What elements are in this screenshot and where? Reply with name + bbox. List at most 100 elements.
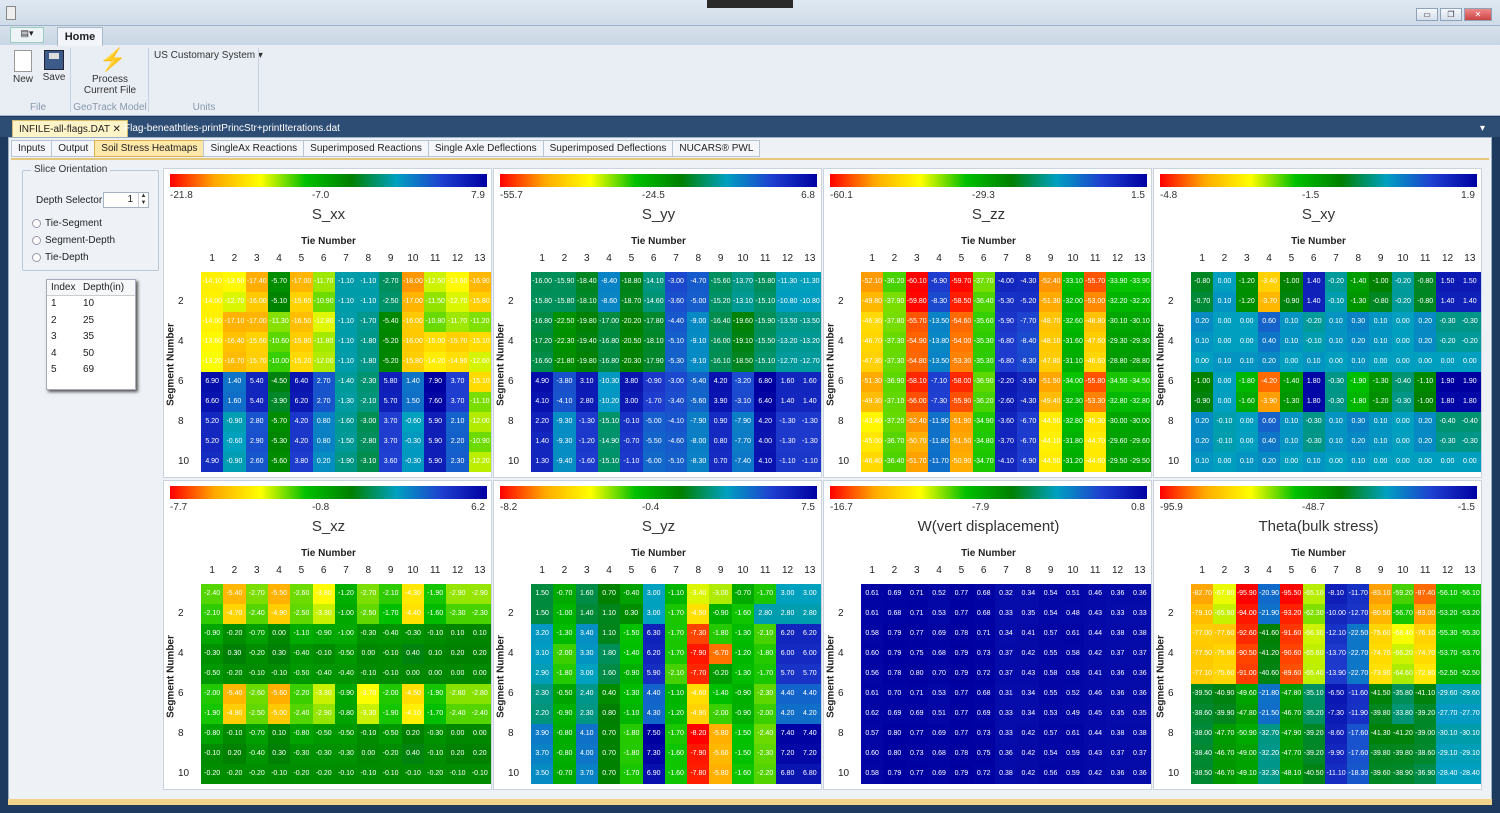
heatmap-cell[interactable]: -15.60 — [290, 292, 313, 312]
heatmap-cell[interactable]: 0.69 — [883, 704, 906, 724]
heatmap-cell[interactable]: 1.90 — [1458, 372, 1481, 392]
doc-tab-infile[interactable]: INFILE-all-flags.DAT ✕ — [12, 120, 128, 137]
heatmap-cell[interactable]: -2.30 — [468, 604, 491, 624]
heatmap-cell[interactable]: -9.00 — [687, 312, 710, 332]
heatmap-cell[interactable]: -39.00 — [1414, 724, 1437, 744]
heatmap-cell[interactable]: -1.80 — [620, 724, 643, 744]
heatmap-cell[interactable]: 1.50 — [531, 584, 554, 604]
heatmap-cell[interactable]: -0.30 — [1302, 412, 1325, 432]
heatmap-cell[interactable]: 0.80 — [883, 724, 906, 744]
heatmap-cell[interactable]: -91.60 — [1280, 624, 1303, 644]
heatmap-cell[interactable]: -32.80 — [1061, 412, 1085, 432]
heatmap-cell[interactable]: 0.20 — [1257, 452, 1281, 472]
heatmap-cell[interactable]: -1.10 — [334, 332, 358, 352]
heatmap-cell[interactable]: 6.20 — [642, 644, 665, 664]
heatmap-cell[interactable]: -40.50 — [1302, 764, 1325, 784]
heatmap-cell[interactable]: 0.10 — [1369, 412, 1392, 432]
heatmap-cell[interactable]: 0.30 — [1347, 312, 1370, 332]
heatmap-cell[interactable]: -16.90 — [468, 272, 491, 292]
heatmap-cell[interactable]: -18.70 — [620, 292, 643, 312]
heatmap-cell[interactable]: 1.60 — [575, 584, 598, 604]
heatmap-cell[interactable]: -49.80 — [861, 292, 884, 312]
heatmap-cell[interactable]: -55.30 — [1458, 624, 1481, 644]
heatmap-cell[interactable]: -0.30 — [1436, 312, 1459, 332]
heatmap-cell[interactable]: -1.90 — [1347, 372, 1370, 392]
heatmap-cell[interactable]: 0.10 — [267, 724, 291, 744]
heatmap-cell[interactable]: -17.90 — [642, 352, 665, 372]
heatmap-cell[interactable]: -36.20 — [972, 392, 995, 412]
heatmap-cell[interactable]: -15.80 — [290, 332, 313, 352]
heatmap-cell[interactable]: -53.20 — [1436, 604, 1459, 624]
heatmap-cell[interactable]: 5.20 — [201, 412, 224, 432]
heatmap-cell[interactable]: -0.50 — [312, 724, 335, 744]
heatmap-cell[interactable]: -15.80 — [401, 352, 425, 372]
heatmap-cell[interactable]: -32.20 — [1128, 292, 1151, 312]
heatmap-cell[interactable]: -2.10 — [664, 664, 688, 684]
heatmap-cell[interactable]: 1.50 — [531, 604, 554, 624]
heatmap-cell[interactable]: 0.00 — [1436, 352, 1459, 372]
heatmap-cell[interactable]: -1.20 — [1235, 292, 1258, 312]
heatmap-cell[interactable]: -55.70 — [1084, 272, 1107, 292]
heatmap-cell[interactable]: -2.70 — [357, 584, 380, 604]
heatmap-cell[interactable]: -18.00 — [401, 272, 425, 292]
heatmap-cell[interactable]: -45.00 — [861, 432, 884, 452]
heatmap-cell[interactable]: 0.72 — [972, 764, 995, 784]
heatmap-cell[interactable]: 0.77 — [950, 604, 973, 624]
heatmap-cell[interactable]: -4.90 — [267, 604, 291, 624]
heatmap-cell[interactable]: -11.70 — [1347, 584, 1370, 604]
heatmap-cell[interactable]: -10.20 — [597, 392, 621, 412]
heatmap-cell[interactable]: 3.70 — [531, 744, 554, 764]
heatmap-cell[interactable]: -90.50 — [1235, 644, 1258, 664]
heatmap-cell[interactable]: 2.10 — [446, 412, 469, 432]
heatmap-cell[interactable]: 1.40 — [575, 604, 598, 624]
heatmap-cell[interactable]: 1.40 — [798, 392, 821, 412]
heatmap-cell[interactable]: -39.60 — [1369, 764, 1392, 784]
heatmap-cell[interactable]: 0.56 — [861, 664, 884, 684]
heatmap-cell[interactable]: -17.00 — [597, 312, 621, 332]
heatmap-cell[interactable]: -0.20 — [1391, 292, 1415, 312]
heatmap-cell[interactable]: 2.80 — [798, 604, 821, 624]
heatmap-cell[interactable]: -11.30 — [776, 272, 799, 292]
heatmap-cell[interactable]: -28.40 — [1458, 764, 1481, 784]
heatmap-cell[interactable]: -35.30 — [972, 352, 995, 372]
heatmap-cell[interactable]: 0.58 — [861, 624, 884, 644]
heatmap-cell[interactable]: -10.00 — [1324, 604, 1348, 624]
heatmap-cell[interactable]: -49.60 — [1235, 684, 1258, 704]
heatmap-cell[interactable]: -1.30 — [731, 664, 755, 684]
heatmap-cell[interactable]: -0.20 — [1302, 312, 1325, 332]
heatmap-cell[interactable]: -0.70 — [620, 432, 643, 452]
heatmap-cell[interactable]: -39.80 — [1369, 744, 1392, 764]
heatmap-cell[interactable]: -67.80 — [1213, 584, 1236, 604]
heatmap-cell[interactable]: -21.80 — [1257, 684, 1281, 704]
heatmap-cell[interactable]: -40.90 — [1213, 684, 1236, 704]
heatmap-cell[interactable]: 2.80 — [754, 604, 777, 624]
heatmap-cell[interactable]: -20.90 — [1257, 584, 1281, 604]
heatmap-cell[interactable]: 0.00 — [1213, 392, 1236, 412]
heatmap-cell[interactable]: -38.00 — [1191, 724, 1214, 744]
heatmap-cell[interactable]: 0.10 — [1280, 332, 1303, 352]
heatmap-cell[interactable]: 3.70 — [446, 372, 469, 392]
heatmap-cell[interactable]: -10.80 — [424, 312, 447, 332]
heatmap-cell[interactable]: -12.60 — [468, 352, 491, 372]
heatmap-cell[interactable]: -1.00 — [1191, 372, 1214, 392]
heatmap-cell[interactable]: -1.20 — [1235, 272, 1258, 292]
heatmap-cell[interactable]: -53.30 — [1084, 392, 1107, 412]
heatmap-cell[interactable]: 0.59 — [1061, 744, 1085, 764]
heatmap-cell[interactable]: 0.20 — [446, 644, 469, 664]
heatmap-cell[interactable]: 0.36 — [1106, 664, 1129, 684]
heatmap-cell[interactable]: -34.50 — [1128, 372, 1151, 392]
heatmap-cell[interactable]: -29.10 — [1436, 744, 1459, 764]
heatmap-cell[interactable]: -46.70 — [1213, 764, 1236, 784]
heatmap-cell[interactable]: -4.10 — [994, 452, 1018, 472]
heatmap-cell[interactable]: -9.10 — [687, 332, 710, 352]
heatmap-cell[interactable]: -1.10 — [334, 292, 358, 312]
heatmap-cell[interactable]: -55.70 — [905, 312, 928, 332]
heatmap-cell[interactable]: -17.10 — [223, 312, 246, 332]
heatmap-cell[interactable]: 0.20 — [1414, 312, 1437, 332]
heatmap-cell[interactable]: -8.30 — [1017, 352, 1040, 372]
heatmap-cell[interactable]: 7.20 — [776, 744, 799, 764]
heatmap-cell[interactable]: 0.36 — [1128, 664, 1151, 684]
heatmap-cell[interactable]: -36.40 — [883, 452, 906, 472]
heatmap-cell[interactable]: 1.60 — [597, 664, 621, 684]
heatmap-cell[interactable]: -4.50 — [687, 604, 710, 624]
